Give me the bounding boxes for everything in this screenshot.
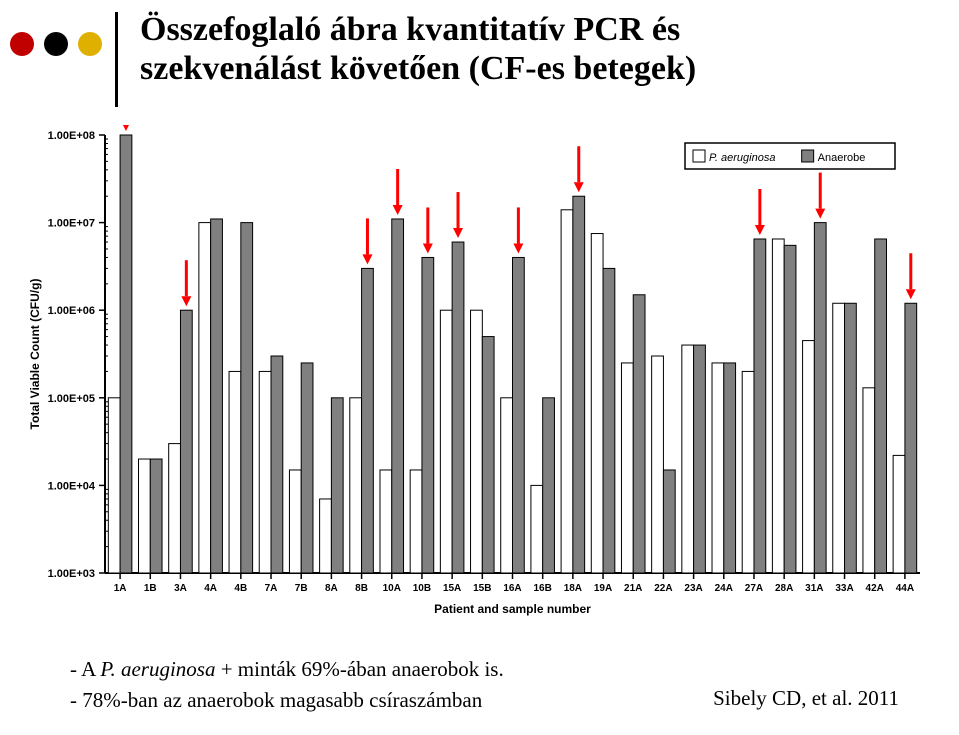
bullet-2: - 78%-ban az anaerobok magasabb csíraszá… [70, 689, 670, 712]
svg-text:8A: 8A [325, 583, 338, 594]
svg-text:15B: 15B [473, 583, 491, 594]
svg-text:31A: 31A [805, 583, 823, 594]
svg-text:42A: 42A [866, 583, 884, 594]
title-rule [115, 12, 118, 107]
chart: 1.00E+03 1.00E+04 1.00E+05 1.00E+06 1.00E+07… [25, 125, 935, 635]
svg-text:16B: 16B [534, 583, 552, 594]
svg-text:1.00E+05: 1.00E+05 [48, 393, 95, 405]
svg-text:8B: 8B [355, 583, 368, 594]
svg-text:Patient and sample number: Patient and sample number [434, 602, 591, 616]
svg-text:1.00E+08: 1.00E+08 [48, 130, 95, 142]
svg-text:15A: 15A [443, 583, 461, 594]
bullet-1-suffix: + minták 69%-ában anaerobok is. [215, 657, 503, 681]
svg-text:33A: 33A [835, 583, 853, 594]
svg-text:22A: 22A [654, 583, 672, 594]
bullet-1: - A P. aeruginosa + minták 69%-ában anae… [70, 658, 670, 681]
svg-text:1.00E+03: 1.00E+03 [48, 568, 95, 580]
svg-text:27A: 27A [745, 583, 763, 594]
svg-text:Anaerobe: Anaerobe [818, 152, 866, 164]
bullet-list: - A P. aeruginosa + minták 69%-ában anae… [70, 658, 670, 720]
chart-svg: 1.00E+03 1.00E+04 1.00E+05 1.00E+06 1.00E+07… [25, 125, 935, 635]
svg-text:21A: 21A [624, 583, 642, 594]
svg-text:4B: 4B [234, 583, 247, 594]
title-line-2: szekvenálást követően (CF-es betegek) [140, 49, 940, 88]
svg-text:23A: 23A [684, 583, 702, 594]
bullet-1-italic: P. aeruginosa [100, 657, 215, 681]
svg-text:Total Viable Count (CFU/g): Total Viable Count (CFU/g) [28, 279, 42, 430]
svg-text:7B: 7B [295, 583, 308, 594]
svg-text:19A: 19A [594, 583, 612, 594]
dot-3 [78, 32, 102, 56]
svg-text:10B: 10B [413, 583, 431, 594]
svg-text:1.00E+04: 1.00E+04 [48, 480, 96, 492]
slide: Összefoglaló ábra kvantitatív PCR és sze… [0, 0, 959, 735]
svg-text:1.00E+06: 1.00E+06 [48, 305, 95, 317]
svg-text:18A: 18A [564, 583, 582, 594]
title-line-1: Összefoglaló ábra kvantitatív PCR és [140, 10, 940, 49]
svg-text:28A: 28A [775, 583, 793, 594]
decor-dots [10, 32, 108, 56]
svg-text:44A: 44A [896, 583, 914, 594]
bullet-1-prefix: - A [70, 657, 100, 681]
dot-1 [10, 32, 34, 56]
svg-text:10A: 10A [383, 583, 401, 594]
title-block: Összefoglaló ábra kvantitatív PCR és sze… [140, 10, 940, 88]
svg-text:1.00E+07: 1.00E+07 [48, 218, 95, 230]
svg-text:1A: 1A [114, 583, 127, 594]
svg-text:24A: 24A [715, 583, 733, 594]
bullet-2-prefix: - 78%-ban az anaerobok magasabb csíraszá… [70, 688, 482, 712]
citation: Sibely CD, et al. 2011 [713, 686, 899, 711]
svg-text:4A: 4A [204, 583, 217, 594]
svg-text:P. aeruginosa: P. aeruginosa [709, 152, 775, 164]
svg-text:16A: 16A [503, 583, 521, 594]
dot-2 [44, 32, 68, 56]
svg-text:1B: 1B [144, 583, 157, 594]
svg-text:7A: 7A [265, 583, 278, 594]
svg-text:3A: 3A [174, 583, 187, 594]
